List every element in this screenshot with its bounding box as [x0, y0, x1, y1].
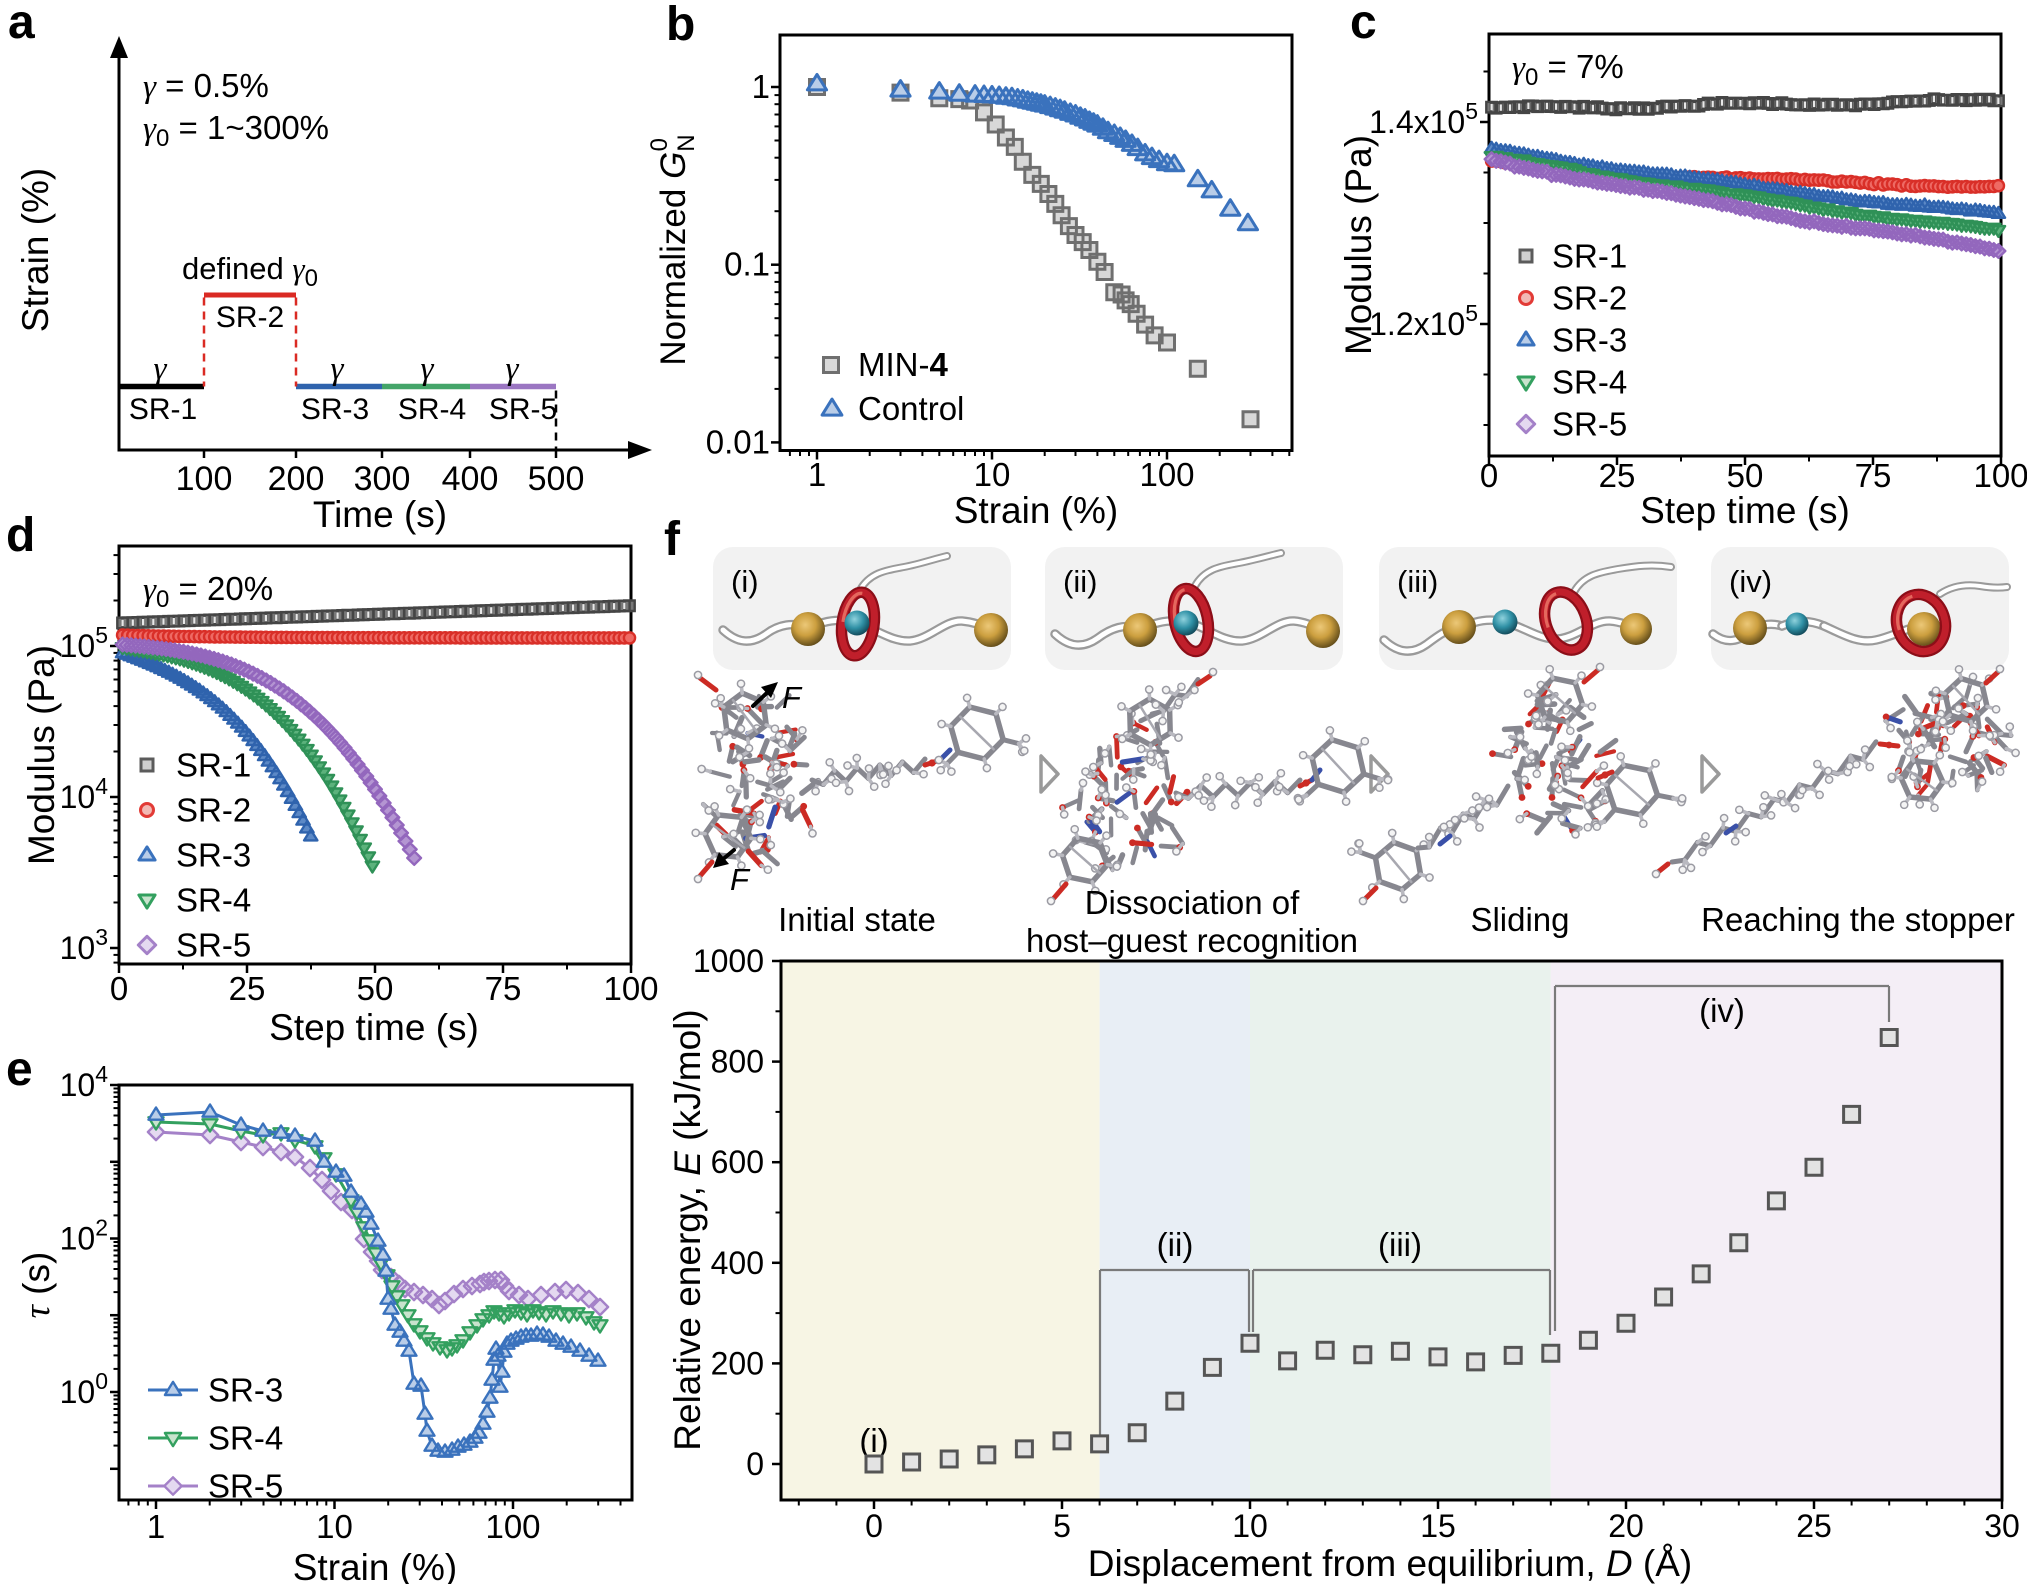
- svg-text:0: 0: [865, 1508, 883, 1544]
- svg-text:0: 0: [746, 1446, 764, 1482]
- svg-text:75: 75: [485, 970, 522, 1007]
- svg-text:SR-3: SR-3: [1552, 322, 1627, 359]
- svg-text:1.2x105: 1.2x105: [1369, 300, 1478, 342]
- svg-text:(i): (i): [859, 1422, 888, 1459]
- svg-text:300: 300: [354, 460, 411, 498]
- svg-text:Strain (%): Strain (%): [954, 490, 1118, 531]
- svg-text:SR-3: SR-3: [176, 837, 251, 874]
- svg-text:γ = 0.5%: γ = 0.5%: [143, 67, 269, 105]
- svg-text:Relative energy, E (kJ/mol): Relative energy, E (kJ/mol): [667, 1009, 708, 1450]
- svg-text:50: 50: [357, 970, 394, 1007]
- svg-text:Control: Control: [858, 390, 964, 427]
- svg-text:Modulus (Pa): Modulus (Pa): [1338, 135, 1379, 355]
- svg-text:Modulus (Pa): Modulus (Pa): [21, 645, 62, 865]
- svg-text:800: 800: [711, 1044, 764, 1080]
- svg-text:1: 1: [147, 1508, 165, 1545]
- svg-text:200: 200: [268, 460, 325, 498]
- svg-text:SR-1: SR-1: [176, 747, 251, 784]
- svg-text:SR-4: SR-4: [176, 882, 251, 919]
- svg-text:(iv): (iv): [1729, 564, 1772, 599]
- svg-text:SR-5: SR-5: [176, 927, 251, 964]
- svg-text:Step time (s): Step time (s): [1640, 490, 1850, 531]
- svg-text:10: 10: [1232, 1508, 1268, 1544]
- svg-text:100: 100: [1139, 456, 1194, 493]
- svg-text:75: 75: [1855, 457, 1892, 494]
- svg-text:600: 600: [711, 1144, 764, 1180]
- svg-text:SR-1: SR-1: [1552, 238, 1627, 275]
- svg-text:(i): (i): [731, 564, 759, 599]
- svg-text:SR-3: SR-3: [301, 393, 369, 426]
- svg-text:100: 100: [176, 460, 233, 498]
- svg-text:400: 400: [711, 1245, 764, 1281]
- svg-text:a: a: [8, 0, 35, 49]
- svg-text:1000: 1000: [693, 943, 764, 979]
- svg-text:SR-4: SR-4: [398, 393, 466, 426]
- svg-text:Sliding: Sliding: [1470, 901, 1569, 938]
- svg-text:0.1: 0.1: [724, 246, 770, 283]
- svg-text:γ0 = 1~300%: γ0 = 1~300%: [143, 109, 329, 152]
- svg-text:25: 25: [229, 970, 266, 1007]
- svg-text:SR-5: SR-5: [208, 1468, 283, 1505]
- svg-text:30: 30: [1984, 1508, 2020, 1544]
- svg-text:(iv): (iv): [1699, 992, 1745, 1029]
- svg-text:F: F: [782, 680, 803, 715]
- svg-text:25: 25: [1599, 457, 1636, 494]
- svg-text:host–guest recognition: host–guest recognition: [1026, 922, 1358, 959]
- svg-text:Initial state: Initial state: [778, 901, 936, 938]
- svg-text:1: 1: [752, 68, 770, 105]
- svg-text:10: 10: [974, 456, 1011, 493]
- svg-text:SR-2: SR-2: [176, 792, 251, 829]
- svg-text:Strain (%): Strain (%): [15, 168, 56, 332]
- svg-text:SR-5: SR-5: [1552, 406, 1627, 443]
- svg-text:MIN-4: MIN-4: [858, 346, 948, 383]
- svg-text:(iii): (iii): [1378, 1226, 1422, 1263]
- svg-text:20: 20: [1608, 1508, 1644, 1544]
- svg-text:SR-3: SR-3: [208, 1372, 283, 1409]
- svg-text:500: 500: [528, 460, 585, 498]
- svg-text:e: e: [6, 1043, 33, 1096]
- svg-text:10: 10: [316, 1508, 353, 1545]
- svg-text:0: 0: [1480, 457, 1498, 494]
- svg-text:100: 100: [603, 970, 658, 1007]
- svg-text:τ (s): τ (s): [16, 1252, 58, 1319]
- svg-text:100: 100: [485, 1508, 540, 1545]
- svg-text:SR-2: SR-2: [216, 301, 284, 334]
- svg-text:γ: γ: [330, 351, 344, 387]
- svg-text:defined γ0: defined γ0: [182, 251, 318, 292]
- svg-text:0.01: 0.01: [706, 423, 770, 460]
- svg-text:15: 15: [1420, 1508, 1456, 1544]
- svg-text:200: 200: [711, 1345, 764, 1381]
- svg-text:SR-4: SR-4: [1552, 364, 1627, 401]
- svg-text:Dissociation of: Dissociation of: [1085, 884, 1300, 921]
- svg-text:1: 1: [808, 456, 826, 493]
- svg-text:γ: γ: [420, 351, 434, 387]
- svg-text:γ: γ: [505, 351, 519, 387]
- svg-text:Displacement from equilibrium,: Displacement from equilibrium, D (Å): [1088, 1543, 1693, 1584]
- svg-text:50: 50: [1727, 457, 1764, 494]
- svg-text:γ: γ: [153, 351, 167, 387]
- svg-text:100: 100: [1973, 457, 2027, 494]
- svg-text:F: F: [730, 862, 751, 897]
- svg-text:SR-2: SR-2: [1552, 280, 1627, 317]
- svg-text:Strain (%): Strain (%): [293, 1547, 457, 1584]
- svg-text:SR-4: SR-4: [208, 1420, 283, 1457]
- svg-text:1.4x105: 1.4x105: [1369, 98, 1478, 140]
- svg-text:SR-5: SR-5: [489, 393, 557, 426]
- svg-text:(ii): (ii): [1063, 564, 1097, 599]
- svg-text:Normalized GN0: Normalized GN0: [646, 134, 700, 365]
- svg-text:f: f: [664, 513, 681, 566]
- svg-text:0: 0: [110, 970, 128, 1007]
- svg-text:SR-1: SR-1: [129, 393, 197, 426]
- svg-text:400: 400: [442, 460, 499, 498]
- svg-text:b: b: [666, 0, 695, 51]
- svg-text:Time (s): Time (s): [313, 494, 447, 535]
- svg-text:(ii): (ii): [1157, 1226, 1194, 1263]
- svg-text:25: 25: [1796, 1508, 1832, 1544]
- svg-text:Reaching the stopper: Reaching the stopper: [1701, 901, 2015, 938]
- svg-text:d: d: [6, 509, 35, 562]
- svg-text:Step time (s): Step time (s): [269, 1007, 479, 1048]
- svg-text:c: c: [1350, 0, 1377, 49]
- svg-text:5: 5: [1053, 1508, 1071, 1544]
- svg-text:(iii): (iii): [1397, 564, 1438, 599]
